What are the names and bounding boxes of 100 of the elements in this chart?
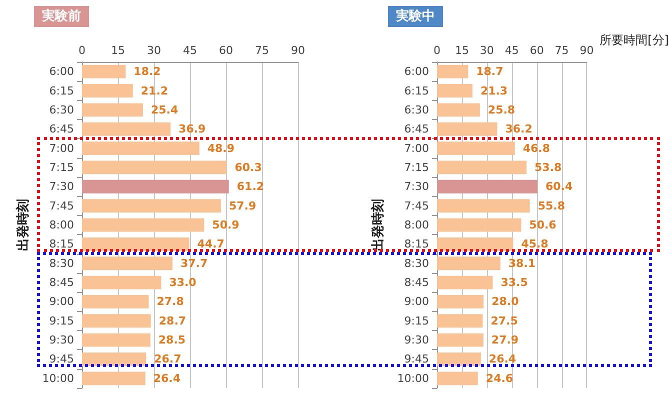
data-label: 24.6 — [486, 372, 514, 385]
bar — [437, 64, 468, 78]
bar — [82, 352, 146, 366]
bar — [82, 142, 200, 156]
x-tick-label: 15 — [454, 44, 469, 57]
bar — [82, 160, 227, 174]
x-tick-label: 45 — [504, 44, 519, 57]
y-tick-label: 8:30 — [49, 256, 74, 270]
y-tick-label: 9:30 — [49, 334, 74, 347]
x-tick-label: 0 — [434, 44, 440, 57]
y-axis-title: 出発時刻 — [15, 199, 31, 251]
data-label: 50.9 — [212, 218, 240, 232]
y-tick-label: 6:15 — [49, 84, 74, 98]
y-tick-label: 7:45 — [49, 199, 74, 212]
x-tick-label: 60 — [219, 44, 233, 57]
y-tick-label: 6:00 — [404, 65, 429, 78]
y-tick-label: 7:15 — [404, 160, 429, 174]
x-axis-title: 所要時間[分] — [600, 33, 669, 47]
data-label: 26.4 — [153, 372, 181, 385]
x-tick-label: 0 — [78, 44, 86, 57]
data-label: 33.0 — [169, 276, 197, 290]
y-tick-label: 9:30 — [404, 334, 429, 347]
bar — [437, 142, 515, 156]
y-tick-label: 8:45 — [404, 276, 429, 290]
y-tick-label: 9:15 — [49, 314, 74, 328]
y-tick-label: 6:00 — [49, 65, 74, 78]
y-tick-label: 10:00 — [42, 372, 74, 385]
y-tick-label: 7:00 — [404, 142, 429, 155]
data-label: 36.9 — [178, 122, 206, 136]
data-label: 37.7 — [180, 256, 208, 270]
bar — [82, 180, 229, 194]
data-label: 25.4 — [150, 103, 178, 116]
data-label: 18.7 — [476, 65, 504, 78]
bar — [82, 218, 204, 232]
y-tick-label: 8:45 — [49, 276, 74, 290]
bar — [82, 372, 146, 386]
data-label: 38.1 — [508, 256, 536, 270]
bar — [437, 122, 498, 136]
x-tick-label: 15 — [111, 44, 125, 57]
data-label: 27.9 — [491, 334, 519, 347]
data-label: 45.8 — [521, 238, 548, 251]
x-tick-label: 60 — [530, 44, 544, 57]
data-label: 60.4 — [545, 180, 573, 194]
data-label: 60.3 — [234, 160, 262, 174]
y-tick-label: 7:45 — [404, 199, 429, 212]
bar — [82, 333, 150, 347]
x-tick-label: 45 — [183, 44, 197, 57]
x-tick-label: 75 — [554, 44, 569, 57]
data-label: 53.8 — [534, 160, 562, 174]
bar — [437, 103, 480, 117]
data-label: 21.2 — [140, 84, 168, 98]
y-tick-label: 6:45 — [49, 122, 74, 136]
data-label: 26.7 — [154, 352, 182, 366]
data-label: 28.5 — [158, 334, 186, 347]
bar — [437, 84, 472, 98]
y-tick-label: 8:30 — [404, 256, 429, 270]
x-tick-label: 30 — [147, 44, 161, 57]
bar — [437, 218, 522, 232]
bar — [437, 276, 493, 290]
bar — [437, 160, 527, 174]
data-label: 25.8 — [488, 103, 516, 116]
data-label: 27.5 — [490, 314, 518, 328]
bar — [82, 276, 162, 290]
x-tick-label: 30 — [480, 44, 494, 57]
bar — [437, 180, 538, 194]
y-tick-label: 9:00 — [404, 295, 429, 308]
bar — [437, 294, 484, 308]
bar — [82, 84, 133, 98]
data-label: 28.0 — [492, 295, 520, 308]
data-label: 61.2 — [236, 180, 264, 194]
y-tick-label: 6:30 — [404, 103, 429, 116]
y-tick-label: 7:15 — [49, 160, 74, 174]
y-tick-label: 9:45 — [404, 352, 429, 366]
bar — [437, 352, 481, 366]
bar — [82, 64, 126, 78]
data-label: 57.9 — [228, 199, 256, 212]
y-tick-label: 9:15 — [404, 314, 429, 328]
y-tick-label: 8:00 — [404, 218, 429, 232]
x-tick-label: 75 — [255, 44, 269, 57]
y-tick-label: 6:30 — [49, 103, 74, 116]
y-tick-label: 6:45 — [404, 122, 429, 136]
data-label: 28.7 — [158, 314, 186, 328]
bar — [437, 256, 500, 270]
y-tick-label: 7:00 — [49, 142, 74, 155]
y-tick-label: 7:30 — [49, 180, 74, 194]
bar — [437, 237, 514, 251]
data-label: 46.8 — [522, 142, 550, 155]
bar — [82, 294, 149, 308]
data-label: 44.7 — [197, 238, 224, 251]
data-label: 33.5 — [500, 276, 528, 290]
data-label: 50.6 — [529, 218, 557, 232]
bar — [82, 237, 190, 251]
chart-title: 実験前 — [41, 8, 81, 24]
x-tick-label: 90 — [580, 44, 594, 57]
y-tick-label: 6:15 — [404, 84, 429, 98]
data-label: 55.8 — [538, 199, 565, 212]
chart-title: 実験中 — [395, 8, 435, 24]
y-tick-label: 8:15 — [404, 238, 429, 251]
data-label: 48.9 — [207, 142, 234, 155]
bar — [437, 372, 478, 386]
